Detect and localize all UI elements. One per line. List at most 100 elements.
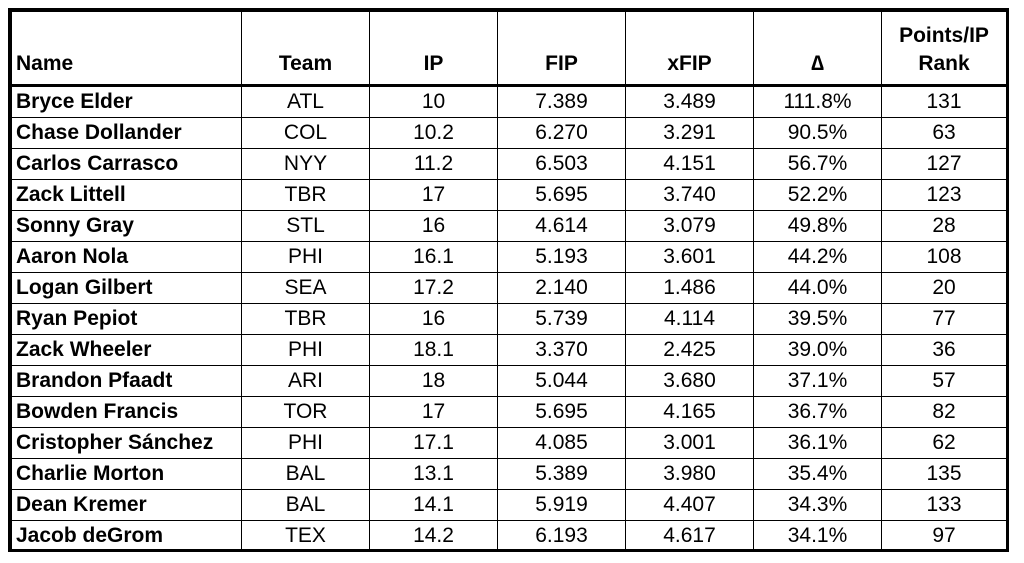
cell-xfip: 3.680 (625, 365, 754, 397)
cell-rank: 97 (881, 520, 1007, 552)
header-row: Name Team IP FIP xFIP ∆ Points/IP Rank (11, 11, 1007, 87)
cell-delta: 111.8% (753, 85, 882, 118)
stats-table-frame: Name Team IP FIP xFIP ∆ Points/IP Rank B… (8, 8, 1009, 552)
cell-name: Aaron Nola (11, 241, 242, 273)
header-ip: IP (369, 11, 498, 87)
table-row: Dean Kremer BAL 14.1 5.919 4.407 34.3% 133 (11, 489, 1007, 521)
cell-team: ATL (241, 85, 370, 118)
cell-delta: 49.8% (753, 210, 882, 242)
cell-name: Zack Wheeler (11, 334, 242, 366)
table-row: Charlie Morton BAL 13.1 5.389 3.980 35.4% 135 (11, 458, 1007, 490)
cell-xfip: 4.617 (625, 520, 754, 552)
header-name: Name (11, 11, 242, 87)
table-row: Carlos Carrasco NYY 11.2 6.503 4.151 56.7% 127 (11, 148, 1007, 180)
cell-ip: 18 (369, 365, 498, 397)
cell-name: Carlos Carrasco (11, 148, 242, 180)
cell-xfip: 3.601 (625, 241, 754, 273)
cell-fip: 4.085 (497, 427, 626, 459)
cell-ip: 14.2 (369, 520, 498, 552)
cell-team: TOR (241, 396, 370, 428)
cell-team: ARI (241, 365, 370, 397)
cell-delta: 35.4% (753, 458, 882, 490)
cell-name: Brandon Pfaadt (11, 365, 242, 397)
cell-delta: 39.0% (753, 334, 882, 366)
cell-fip: 5.193 (497, 241, 626, 273)
cell-rank: 36 (881, 334, 1007, 366)
cell-rank: 28 (881, 210, 1007, 242)
cell-ip: 18.1 (369, 334, 498, 366)
cell-rank: 62 (881, 427, 1007, 459)
table-row: Zack Littell TBR 17 5.695 3.740 52.2% 123 (11, 179, 1007, 211)
table-body: Bryce Elder ATL 10 7.389 3.489 111.8% 131 Chase… (11, 85, 1007, 552)
cell-xfip: 4.114 (625, 303, 754, 335)
cell-name: Logan Gilbert (11, 272, 242, 304)
cell-delta: 37.1% (753, 365, 882, 397)
header-rank-line2: Rank (918, 52, 970, 75)
cell-fip: 5.044 (497, 365, 626, 397)
cell-fip: 6.193 (497, 520, 626, 552)
cell-fip: 5.695 (497, 396, 626, 428)
cell-xfip: 3.740 (625, 179, 754, 211)
cell-delta: 44.0% (753, 272, 882, 304)
cell-rank: 123 (881, 179, 1007, 211)
cell-ip: 17 (369, 396, 498, 428)
cell-team: TBR (241, 179, 370, 211)
cell-name: Chase Dollander (11, 117, 242, 149)
cell-rank: 133 (881, 489, 1007, 521)
cell-rank: 131 (881, 85, 1007, 118)
cell-fip: 5.739 (497, 303, 626, 335)
cell-xfip: 3.079 (625, 210, 754, 242)
cell-ip: 11.2 (369, 148, 498, 180)
cell-delta: 34.1% (753, 520, 882, 552)
table-row: Brandon Pfaadt ARI 18 5.044 3.680 37.1% 57 (11, 365, 1007, 397)
cell-team: STL (241, 210, 370, 242)
cell-xfip: 1.486 (625, 272, 754, 304)
cell-rank: 20 (881, 272, 1007, 304)
cell-name: Bryce Elder (11, 85, 242, 118)
cell-xfip: 3.489 (625, 85, 754, 118)
cell-fip: 5.695 (497, 179, 626, 211)
cell-ip: 17.1 (369, 427, 498, 459)
cell-team: NYY (241, 148, 370, 180)
cell-name: Bowden Francis (11, 396, 242, 428)
cell-team: PHI (241, 427, 370, 459)
cell-fip: 3.370 (497, 334, 626, 366)
cell-name: Sonny Gray (11, 210, 242, 242)
table-row: Sonny Gray STL 16 4.614 3.079 49.8% 28 (11, 210, 1007, 242)
cell-rank: 77 (881, 303, 1007, 335)
cell-name: Dean Kremer (11, 489, 242, 521)
table-row: Jacob deGrom TEX 14.2 6.193 4.617 34.1% 97 (11, 520, 1007, 552)
header-delta: ∆ (753, 11, 882, 87)
header-rank-line1: Points/IP (899, 24, 989, 47)
cell-team: TEX (241, 520, 370, 552)
cell-xfip: 3.980 (625, 458, 754, 490)
header-team: Team (241, 11, 370, 87)
cell-fip: 6.503 (497, 148, 626, 180)
cell-delta: 36.1% (753, 427, 882, 459)
cell-ip: 16 (369, 210, 498, 242)
cell-fip: 6.270 (497, 117, 626, 149)
cell-name: Jacob deGrom (11, 520, 242, 552)
cell-fip: 2.140 (497, 272, 626, 304)
cell-ip: 10 (369, 85, 498, 118)
cell-ip: 16.1 (369, 241, 498, 273)
cell-delta: 34.3% (753, 489, 882, 521)
cell-delta: 39.5% (753, 303, 882, 335)
cell-name: Zack Littell (11, 179, 242, 211)
cell-name: Ryan Pepiot (11, 303, 242, 335)
cell-team: SEA (241, 272, 370, 304)
cell-delta: 56.7% (753, 148, 882, 180)
cell-rank: 135 (881, 458, 1007, 490)
cell-fip: 4.614 (497, 210, 626, 242)
cell-xfip: 3.001 (625, 427, 754, 459)
cell-rank: 108 (881, 241, 1007, 273)
cell-delta: 36.7% (753, 396, 882, 428)
cell-delta: 90.5% (753, 117, 882, 149)
header-fip: FIP (497, 11, 626, 87)
table-row: Cristopher Sánchez PHI 17.1 4.085 3.001 36.1%… (11, 427, 1007, 459)
table-row: Bowden Francis TOR 17 5.695 4.165 36.7% 82 (11, 396, 1007, 428)
pitcher-stats-table: Name Team IP FIP xFIP ∆ Points/IP Rank B… (11, 11, 1007, 552)
cell-team: BAL (241, 489, 370, 521)
cell-rank: 127 (881, 148, 1007, 180)
cell-name: Cristopher Sánchez (11, 427, 242, 459)
